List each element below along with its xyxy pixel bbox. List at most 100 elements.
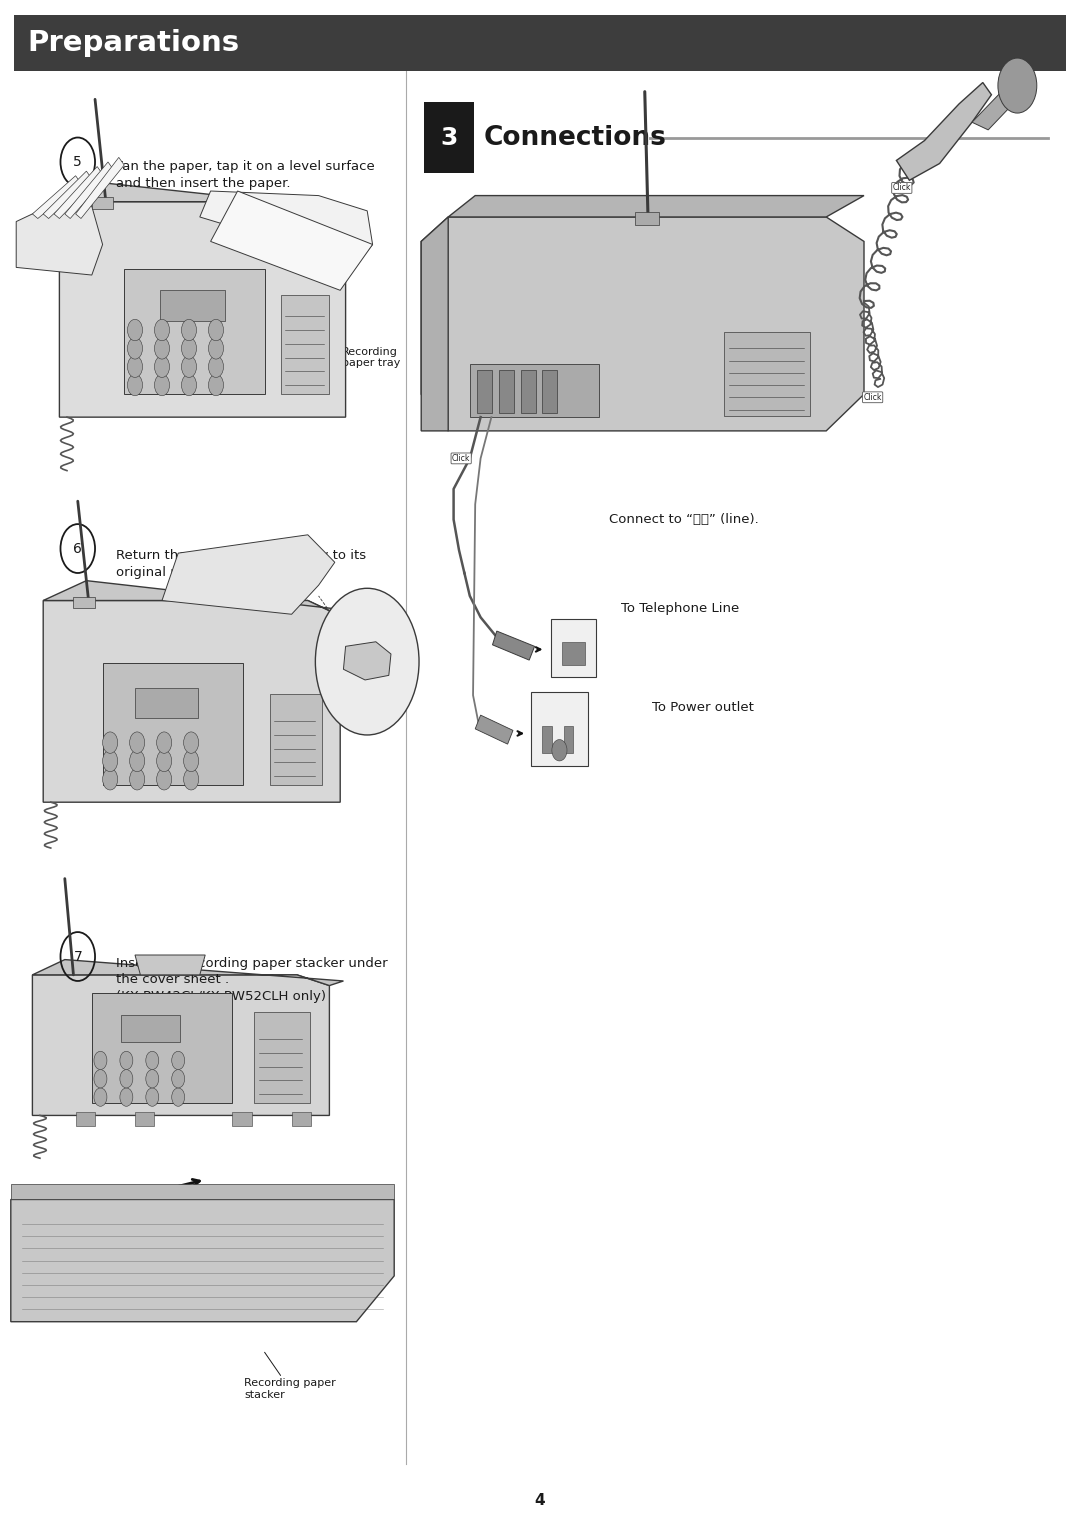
Text: Plain paper: Plain paper: [232, 209, 295, 234]
Circle shape: [120, 1070, 133, 1088]
Circle shape: [120, 1088, 133, 1106]
Bar: [477, 370, 492, 413]
Bar: [292, 1112, 311, 1126]
Circle shape: [208, 319, 224, 341]
Circle shape: [315, 588, 419, 735]
Circle shape: [208, 374, 224, 396]
Circle shape: [172, 1051, 185, 1070]
Polygon shape: [135, 955, 205, 975]
Text: To Telephone Line: To Telephone Line: [621, 602, 740, 614]
Text: Click: Click: [863, 393, 882, 402]
Circle shape: [120, 1051, 133, 1070]
Polygon shape: [11, 1199, 394, 1322]
Bar: [270, 694, 322, 785]
Polygon shape: [421, 217, 864, 431]
Circle shape: [130, 769, 145, 790]
Text: Recording paper cover: Recording paper cover: [175, 579, 301, 590]
Circle shape: [184, 769, 199, 790]
Polygon shape: [54, 167, 103, 219]
Circle shape: [94, 1051, 107, 1070]
Circle shape: [181, 338, 197, 359]
Text: Preparations: Preparations: [27, 29, 239, 57]
Bar: [542, 726, 552, 753]
Circle shape: [154, 319, 170, 341]
Bar: [562, 642, 585, 665]
Polygon shape: [475, 715, 513, 744]
Polygon shape: [421, 217, 448, 431]
Circle shape: [172, 1070, 185, 1088]
Circle shape: [146, 1070, 159, 1088]
Bar: [232, 1112, 252, 1126]
Bar: [92, 993, 232, 1103]
Text: Connections: Connections: [484, 124, 666, 151]
Text: Fan the paper, tap it on a level surface
and then insert the paper.: Fan the paper, tap it on a level surface…: [116, 160, 375, 191]
Text: 6: 6: [73, 541, 82, 556]
Bar: [424, 102, 474, 173]
Circle shape: [154, 374, 170, 396]
Text: Insert the recording paper stacker under
the cover sheet .
(KX-PW42CL/KX-PW52CLH: Insert the recording paper stacker under…: [116, 957, 388, 1002]
Polygon shape: [492, 631, 535, 660]
Polygon shape: [32, 176, 81, 219]
Circle shape: [181, 356, 197, 377]
Text: Click: Click: [892, 183, 912, 193]
Circle shape: [130, 732, 145, 753]
Circle shape: [94, 1070, 107, 1088]
Circle shape: [181, 374, 197, 396]
Bar: [542, 370, 557, 413]
Bar: [135, 1112, 154, 1126]
Circle shape: [146, 1088, 159, 1106]
Bar: [551, 619, 596, 677]
Circle shape: [208, 338, 224, 359]
Bar: [724, 332, 810, 416]
Circle shape: [552, 740, 567, 761]
Circle shape: [127, 319, 143, 341]
Circle shape: [998, 58, 1037, 113]
Circle shape: [157, 769, 172, 790]
Polygon shape: [162, 535, 335, 614]
Polygon shape: [32, 960, 343, 986]
Text: To Power outlet: To Power outlet: [652, 701, 754, 714]
Circle shape: [103, 750, 118, 772]
Bar: [121, 1015, 180, 1042]
Text: 3: 3: [441, 125, 458, 150]
Circle shape: [103, 732, 118, 753]
Bar: [73, 597, 95, 608]
Polygon shape: [43, 171, 92, 219]
Polygon shape: [43, 581, 356, 616]
Circle shape: [181, 319, 197, 341]
Polygon shape: [32, 975, 329, 1115]
Circle shape: [94, 1088, 107, 1106]
Circle shape: [130, 750, 145, 772]
Bar: [521, 370, 536, 413]
Polygon shape: [59, 183, 362, 217]
Bar: [160, 290, 225, 321]
Bar: [76, 1112, 95, 1126]
Bar: [92, 197, 113, 209]
Text: Click: Click: [451, 454, 471, 463]
Circle shape: [103, 769, 118, 790]
Text: Recording paper
stacker: Recording paper stacker: [244, 1352, 336, 1400]
Bar: [124, 269, 265, 394]
Bar: [281, 295, 329, 394]
Circle shape: [208, 356, 224, 377]
Bar: [103, 663, 243, 785]
Circle shape: [184, 750, 199, 772]
Text: 5: 5: [73, 154, 82, 170]
Polygon shape: [211, 191, 373, 290]
Text: 4: 4: [535, 1493, 545, 1508]
Polygon shape: [896, 83, 991, 180]
Circle shape: [184, 732, 199, 753]
Circle shape: [154, 338, 170, 359]
Polygon shape: [65, 162, 113, 219]
Polygon shape: [448, 196, 864, 217]
Bar: [470, 364, 599, 417]
Text: Return the recording paper tray to its
original position.: Return the recording paper tray to its o…: [116, 549, 366, 579]
Polygon shape: [59, 202, 346, 417]
Bar: [564, 726, 573, 753]
Circle shape: [157, 750, 172, 772]
Bar: [135, 688, 198, 718]
Polygon shape: [200, 191, 373, 264]
Bar: [14, 14, 1066, 70]
Polygon shape: [43, 601, 340, 802]
Bar: [499, 370, 514, 413]
